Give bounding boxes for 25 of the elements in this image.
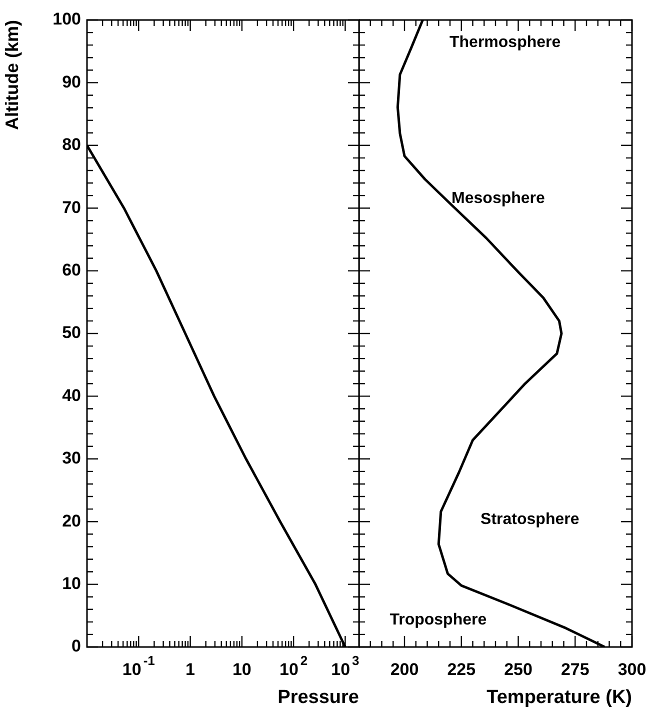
y-tick-label: 20 <box>62 511 81 530</box>
annotation: Thermosphere <box>449 34 561 51</box>
x-tick-label: 200 <box>390 660 419 679</box>
annotation: Mesosphere <box>452 190 546 208</box>
y-tick-label: 50 <box>62 323 81 342</box>
x-tick-label: 225 <box>447 660 476 679</box>
y-tick-label: 100 <box>52 10 81 29</box>
y-tick-label: 80 <box>62 135 81 154</box>
annotation: Troposphere <box>390 611 487 628</box>
x-tick-label: 1 <box>186 660 196 679</box>
x-axis-title: Temperature (K) <box>486 686 632 708</box>
y-tick-label: 90 <box>62 72 81 92</box>
x-tick-label: 250 <box>504 660 532 679</box>
y-tick-label: 30 <box>62 448 81 468</box>
x-tick-label: 275 <box>560 660 590 679</box>
y-axis-title: Altitude (km) <box>2 20 22 130</box>
annotation: Stratosphere <box>480 511 580 528</box>
y-tick-label: 40 <box>62 386 81 405</box>
x-tick-label: 300 <box>618 660 646 679</box>
y-tick-label: 10 <box>62 574 81 593</box>
x-tick-label: 10 <box>232 660 252 679</box>
y-tick-label: 60 <box>62 260 81 280</box>
x-axis-title: Pressure <box>278 686 359 708</box>
y-tick-label: 70 <box>62 198 81 217</box>
y-tick-label: 0 <box>72 636 81 656</box>
